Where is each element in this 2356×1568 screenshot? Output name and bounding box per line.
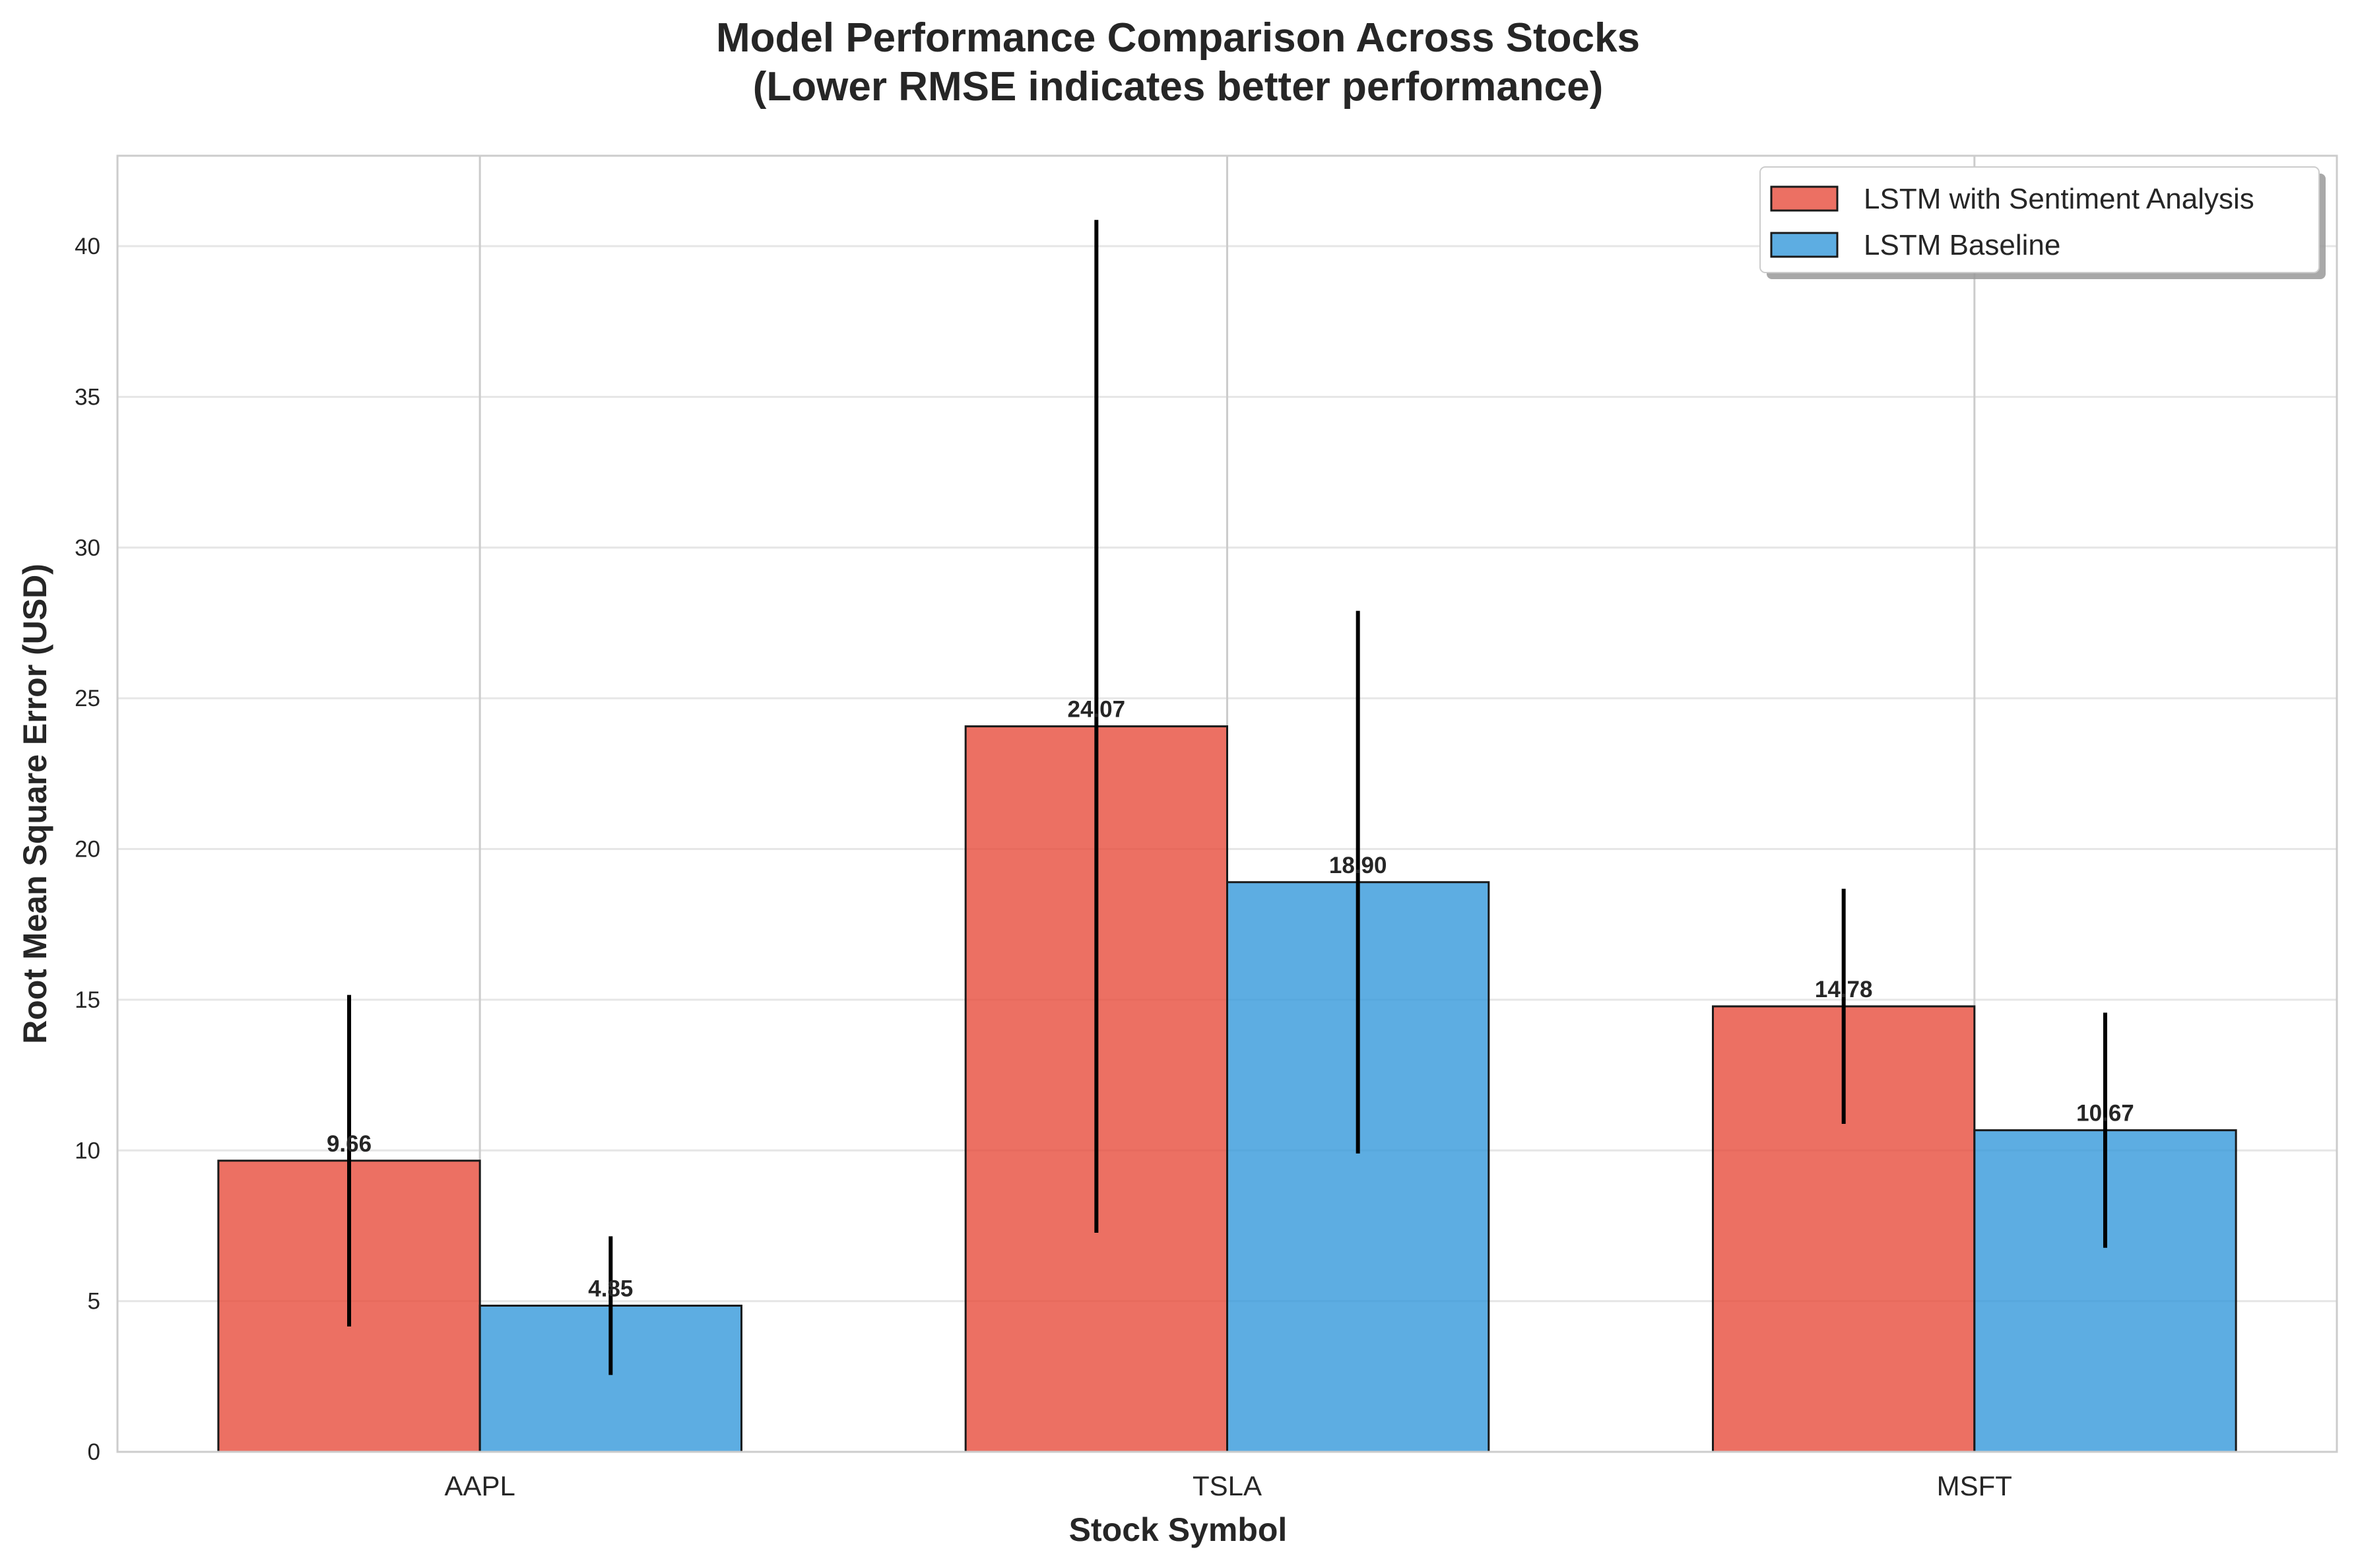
legend-items: LSTM with Sentiment Analysis LSTM Baselin… [1770,183,2254,261]
x-tick-label: AAPL [444,1470,515,1501]
value-label-tsla-series-1: 24.07 [1068,697,1126,723]
x-axis-label: Stock Symbol [1069,1511,1288,1548]
plot-frame [116,154,2338,1453]
legend-label-series-2: LSTM Baseline [1864,229,2060,261]
value-label-msft-series-2: 10.67 [2076,1101,2134,1127]
legend-box [1759,166,2320,273]
y-tick-label: 20 [75,837,100,863]
value-label-msft-series-1: 14.78 [1815,977,1873,1002]
y-tick-label: 35 [75,384,100,410]
legend-label-series-1: LSTM with Sentiment Analysis [1864,183,2254,215]
value-label-aapl-series-2: 4.85 [588,1276,633,1301]
chart-title-line-2: (Lower RMSE indicates better performance… [753,64,1604,110]
y-tick-label: 0 [88,1439,100,1465]
y-tick-label: 30 [75,535,100,561]
legend: LSTM with Sentiment Analysis LSTM Baselin… [1759,166,2326,279]
y-axis-ticks: 0 5 10 15 20 25 30 35 40 [75,234,100,1465]
y-tick-label: 15 [75,987,100,1013]
value-label-aapl-series-1: 9.66 [327,1131,372,1157]
chart-title-line-1: Model Performance Comparison Across Stoc… [716,15,1640,61]
y-tick-label: 5 [88,1289,100,1315]
bar-aapl-series-2 [478,1304,742,1453]
y-tick-label: 25 [75,686,100,711]
legend-swatch-series-1 [1770,185,1839,212]
y-axis-label: Root Mean Square Error (USD) [16,564,53,1044]
error-bars [347,220,2107,1375]
bars [217,725,2237,1453]
x-tick-label: MSFT [1937,1470,2012,1501]
value-labels: 9.66 24.07 14.78 4.85 18.90 10.67 [327,697,2134,1302]
chart-title: Model Performance Comparison Across Stoc… [716,15,1640,110]
value-label-tsla-series-2: 18.90 [1329,853,1387,878]
legend-swatch-series-2 [1770,232,1839,258]
y-tick-label: 40 [75,234,100,259]
y-tick-label: 10 [75,1138,100,1163]
x-axis-ticks: AAPL TSLA MSFT [444,1470,2012,1501]
x-tick-label: TSLA [1193,1470,1262,1501]
